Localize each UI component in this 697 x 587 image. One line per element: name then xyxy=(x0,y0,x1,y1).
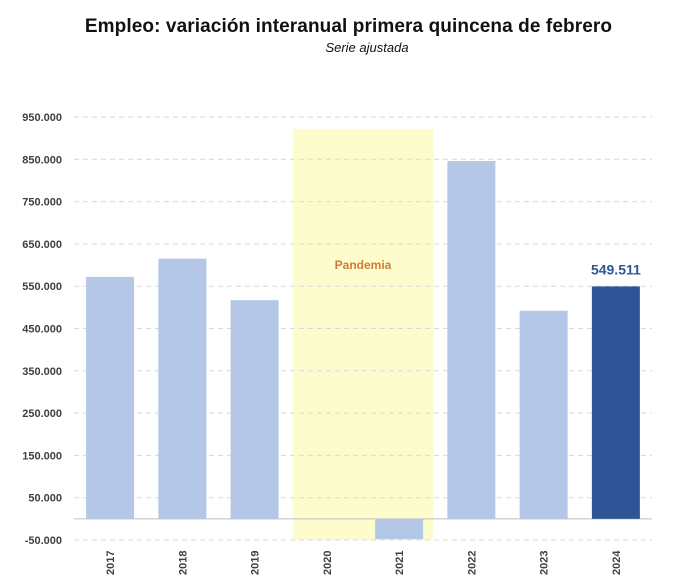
x-tick-label-2021: 2021 xyxy=(394,551,406,575)
x-tick-label-2023: 2023 xyxy=(539,551,551,575)
y-tick-label: 650.000 xyxy=(22,239,62,251)
pandemic-label: Pandemia xyxy=(335,258,392,272)
bar-2017 xyxy=(86,276,135,519)
bar-2023 xyxy=(519,310,568,519)
y-tick-label: 50.000 xyxy=(28,493,62,505)
x-tick-label-2017: 2017 xyxy=(105,551,117,575)
y-tick-label: -50.000 xyxy=(25,535,62,547)
x-tick-label-2022: 2022 xyxy=(466,551,478,575)
y-tick-label: 350.000 xyxy=(22,366,62,378)
y-tick-label: 550.000 xyxy=(22,281,62,293)
bar-2024 xyxy=(591,286,640,519)
y-tick-label: 750.000 xyxy=(22,197,62,209)
bar-2018 xyxy=(158,258,207,519)
bar-2019 xyxy=(230,300,279,519)
y-tick-label: 950.000 xyxy=(22,112,62,124)
data-label-2024: 549.511 xyxy=(591,261,641,277)
bar-2021 xyxy=(375,518,424,540)
pandemic-shaded-area xyxy=(292,129,434,540)
y-tick-label: 850.000 xyxy=(22,154,62,166)
y-tick-label: 150.000 xyxy=(22,450,62,462)
bar-2022 xyxy=(447,160,496,519)
chart-subtitle: Serie ajustada xyxy=(325,40,409,55)
chart-title: Empleo: variación interanual primera qui… xyxy=(84,16,613,37)
x-tick-label-2018: 2018 xyxy=(177,551,189,575)
x-tick-label-2024: 2024 xyxy=(611,550,623,575)
x-tick-label-2019: 2019 xyxy=(250,551,262,575)
x-tick-label-2020: 2020 xyxy=(322,551,334,575)
y-tick-label: 450.000 xyxy=(22,324,62,336)
y-tick-label: 250.000 xyxy=(22,408,62,420)
